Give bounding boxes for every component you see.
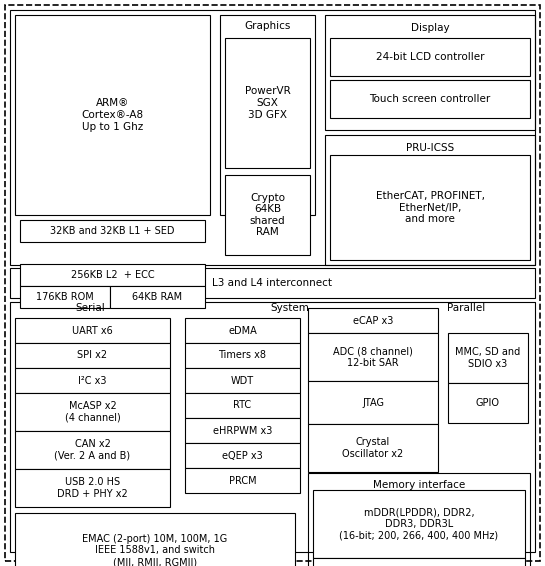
- Text: System: System: [270, 303, 310, 313]
- Text: I²C x3: I²C x3: [78, 375, 107, 385]
- Text: CAN x2
(Ver. 2 A and B): CAN x2 (Ver. 2 A and B): [54, 439, 131, 461]
- Bar: [15, 368, 170, 393]
- Text: EMAC (2-port) 10M, 100M, 1G
IEEE 1588v1, and switch
(MII, RMII, RGMII): EMAC (2-port) 10M, 100M, 1G IEEE 1588v1,…: [82, 534, 228, 566]
- Text: 176KB ROM: 176KB ROM: [36, 292, 94, 302]
- Text: eCAP x3: eCAP x3: [353, 315, 393, 325]
- Text: USB 2.0 HS
DRD + PHY x2: USB 2.0 HS DRD + PHY x2: [57, 477, 128, 499]
- Bar: [185, 443, 300, 468]
- Text: L3 and L4 interconnect: L3 and L4 interconnect: [213, 278, 332, 288]
- Text: 32KB and 32KB L1 + SED: 32KB and 32KB L1 + SED: [50, 226, 175, 236]
- Bar: [448, 383, 528, 423]
- Text: Graphics: Graphics: [244, 21, 290, 31]
- Bar: [15, 431, 170, 469]
- Text: ADC (8 channel)
12-bit SAR: ADC (8 channel) 12-bit SAR: [333, 346, 413, 368]
- Text: Crystal
Oscillator x2: Crystal Oscillator x2: [342, 437, 404, 459]
- Text: Crypto
64KB
shared
RAM: Crypto 64KB shared RAM: [250, 192, 286, 237]
- Text: PRU-ICSS: PRU-ICSS: [406, 143, 454, 153]
- Text: Touch screen controller: Touch screen controller: [370, 94, 490, 104]
- Bar: [10, 302, 535, 552]
- Bar: [308, 473, 530, 566]
- Text: mDDR(LPDDR), DDR2,
DDR3, DDR3L
(16-bit; 200, 266, 400, 400 MHz): mDDR(LPDDR), DDR2, DDR3, DDR3L (16-bit; …: [340, 507, 499, 541]
- Bar: [15, 15, 210, 215]
- Text: Serial: Serial: [75, 303, 105, 313]
- Bar: [313, 490, 525, 558]
- Bar: [220, 15, 315, 215]
- Bar: [20, 220, 205, 242]
- Bar: [185, 393, 300, 418]
- Bar: [10, 268, 535, 298]
- Bar: [325, 15, 535, 130]
- Bar: [15, 513, 295, 566]
- Bar: [308, 424, 438, 472]
- Bar: [185, 418, 300, 443]
- Text: JTAG: JTAG: [362, 397, 384, 408]
- Bar: [330, 38, 530, 76]
- Bar: [185, 468, 300, 493]
- Bar: [185, 343, 300, 368]
- Text: GPIO: GPIO: [476, 398, 500, 408]
- Text: Timers x8: Timers x8: [219, 350, 267, 361]
- Text: WDT: WDT: [231, 375, 254, 385]
- Bar: [308, 381, 438, 424]
- Text: RTC: RTC: [233, 401, 252, 410]
- Bar: [20, 264, 205, 286]
- Text: eHRPWM x3: eHRPWM x3: [213, 426, 272, 435]
- Bar: [15, 469, 170, 507]
- Bar: [10, 10, 535, 265]
- Text: 24-bit LCD controller: 24-bit LCD controller: [376, 52, 485, 62]
- Bar: [110, 286, 205, 308]
- Text: Parallel: Parallel: [447, 303, 485, 313]
- Text: PowerVR
SGX
3D GFX: PowerVR SGX 3D GFX: [245, 87, 290, 119]
- Bar: [308, 308, 438, 333]
- Bar: [185, 368, 300, 393]
- Text: McASP x2
(4 channel): McASP x2 (4 channel): [65, 401, 120, 423]
- Bar: [225, 38, 310, 168]
- Bar: [15, 343, 170, 368]
- Bar: [15, 393, 170, 431]
- Bar: [225, 175, 310, 255]
- Text: eDMA: eDMA: [228, 325, 257, 336]
- Bar: [325, 135, 535, 265]
- Text: Display: Display: [411, 23, 449, 33]
- Bar: [15, 318, 170, 343]
- Text: MMC, SD and
SDIO x3: MMC, SD and SDIO x3: [456, 347, 520, 369]
- Text: PRCM: PRCM: [229, 475, 256, 486]
- Bar: [448, 333, 528, 383]
- Bar: [20, 286, 110, 308]
- Text: UART x6: UART x6: [72, 325, 113, 336]
- Bar: [308, 333, 438, 381]
- Bar: [185, 318, 300, 343]
- Text: SPI x2: SPI x2: [77, 350, 107, 361]
- Bar: [313, 558, 525, 566]
- Text: Memory interface: Memory interface: [373, 480, 465, 490]
- Text: 256KB L2  + ECC: 256KB L2 + ECC: [71, 270, 154, 280]
- Text: EtherCAT, PROFINET,
EtherNet/IP,
and more: EtherCAT, PROFINET, EtherNet/IP, and mor…: [376, 191, 485, 224]
- Bar: [330, 155, 530, 260]
- Text: eQEP x3: eQEP x3: [222, 451, 263, 461]
- Text: ARM®
Cortex®-A8
Up to 1 Ghz: ARM® Cortex®-A8 Up to 1 Ghz: [81, 98, 143, 132]
- Bar: [330, 80, 530, 118]
- Text: 64KB RAM: 64KB RAM: [132, 292, 183, 302]
